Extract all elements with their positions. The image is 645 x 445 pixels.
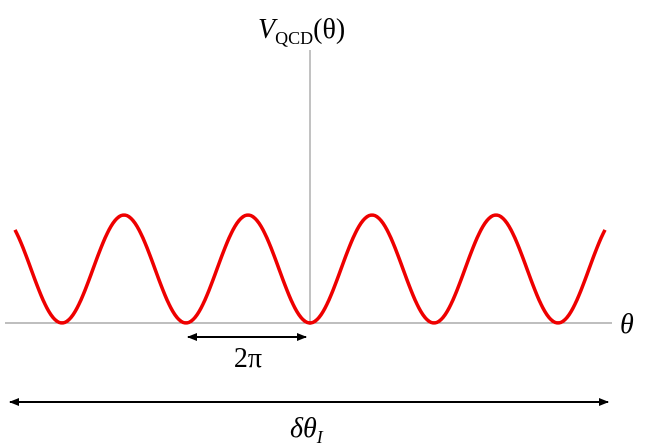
x-axis-label: θ: [620, 309, 634, 340]
potential-curve: [13, 213, 607, 325]
y-axis-label: VQCD(θ): [258, 14, 345, 48]
y-label-sub: QCD: [275, 28, 313, 48]
period-label: 2π: [234, 343, 262, 374]
width-label-main: δθ: [290, 413, 317, 444]
width-label: δθI: [290, 413, 324, 445]
y-label-suffix: (θ): [313, 14, 345, 45]
y-label-main: V: [258, 14, 278, 45]
width-label-sub: I: [316, 427, 324, 445]
